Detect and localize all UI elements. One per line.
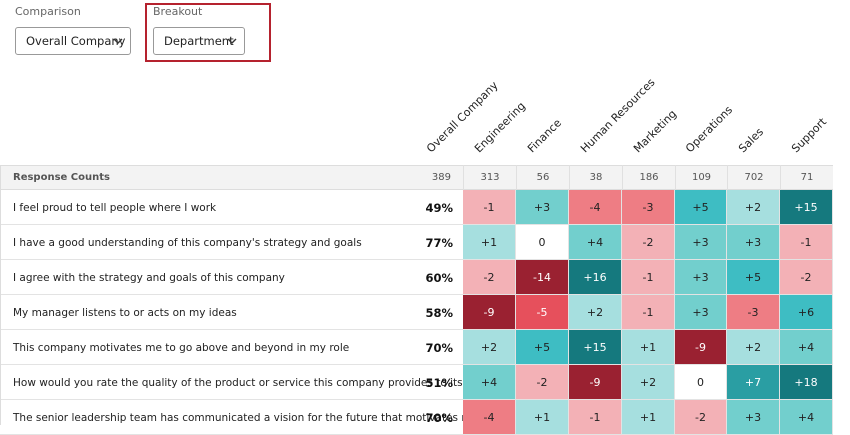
control-label: Breakout xyxy=(153,5,203,18)
heat-cell: -2 xyxy=(463,260,516,295)
dropdown[interactable]: Department xyxy=(153,27,245,55)
heat-cell: +2 xyxy=(569,295,622,330)
question: This company motivates me to go above an… xyxy=(13,341,350,354)
left-border xyxy=(0,165,1,425)
overall-score: 60% xyxy=(425,270,453,285)
heat-cell: +4 xyxy=(569,225,622,260)
heat-cell: 0 xyxy=(516,225,569,260)
page: Comparison Overall Company Breakout Departm… xyxy=(0,3,833,435)
dropdown-value: Overall Company xyxy=(26,34,126,48)
heat-cell: +3 xyxy=(675,295,727,330)
heat-cell: -1 xyxy=(569,400,622,435)
response-count: 313 xyxy=(463,165,516,190)
heat-cell: +18 xyxy=(780,365,833,400)
heat-cell: +4 xyxy=(780,400,833,435)
heat-cell: -4 xyxy=(463,400,516,435)
heat-cell: +1 xyxy=(622,330,675,365)
question: I agree with the strategy and goals of t… xyxy=(13,271,285,284)
heat-cell: -3 xyxy=(727,295,780,330)
control-label: Comparison xyxy=(15,5,81,18)
chevron xyxy=(113,38,123,44)
question: My manager listens to or acts on my idea… xyxy=(13,306,237,319)
dropdown[interactable]: Overall Company xyxy=(15,27,131,55)
column-header: Sales xyxy=(735,125,766,156)
heat-cell: +4 xyxy=(780,330,833,365)
question: I have a good understanding of this comp… xyxy=(13,236,362,249)
column-header: Marketing xyxy=(630,107,679,156)
heat-cell: -1 xyxy=(463,190,516,225)
question: I feel proud to tell people where I work xyxy=(13,201,217,214)
heat-cell: +1 xyxy=(622,400,675,435)
chevron xyxy=(227,38,237,44)
heat-cell: +15 xyxy=(569,330,622,365)
heat-cell: +3 xyxy=(675,225,727,260)
heat-cell: -1 xyxy=(622,260,675,295)
heat-cell: -4 xyxy=(569,190,622,225)
heat-cell: +5 xyxy=(675,190,727,225)
heat-cell: +3 xyxy=(727,400,780,435)
column-header: Support xyxy=(788,115,829,156)
overall-score: 70% xyxy=(425,410,453,425)
dropdown-value: Department xyxy=(164,34,234,48)
heat-cell: +2 xyxy=(463,330,516,365)
heat-cell: +3 xyxy=(727,225,780,260)
heat-cell: -2 xyxy=(780,260,833,295)
heat-cell: +5 xyxy=(727,260,780,295)
row-line xyxy=(0,224,465,225)
heat-cell: +5 xyxy=(516,330,569,365)
response-count: 389 xyxy=(431,172,451,183)
heat-cell: +2 xyxy=(727,190,780,225)
heat-cell: -2 xyxy=(516,365,569,400)
heat-cell: -9 xyxy=(463,295,516,330)
heat-cell: -5 xyxy=(516,295,569,330)
overall-score: 77% xyxy=(425,235,453,250)
row-line xyxy=(0,329,465,330)
heat-cell: +3 xyxy=(516,190,569,225)
heat-cell: -3 xyxy=(622,190,675,225)
column-header: Finance xyxy=(524,116,564,156)
heat-cell: -9 xyxy=(675,330,727,365)
row-line xyxy=(0,399,465,400)
heat-cell: -9 xyxy=(569,365,622,400)
question: The senior leadership team has communica… xyxy=(13,411,479,424)
heat-cell: +3 xyxy=(675,260,727,295)
overall-score: 58% xyxy=(425,305,453,320)
response-count: 186 xyxy=(622,165,675,190)
response-count: 702 xyxy=(727,165,780,190)
heat-cell: +2 xyxy=(727,330,780,365)
heat-cell: +15 xyxy=(780,190,833,225)
heat-cell: -14 xyxy=(516,260,569,295)
heat-cell: -1 xyxy=(622,295,675,330)
heat-cell: +4 xyxy=(463,365,516,400)
response-count: 71 xyxy=(780,165,833,190)
row-line xyxy=(0,364,465,365)
heat-cell: +7 xyxy=(727,365,780,400)
question: How would you rate the quality of the pr… xyxy=(13,376,527,389)
heat-cell: +2 xyxy=(622,365,675,400)
response-count: 38 xyxy=(569,165,622,190)
highlight-box xyxy=(145,3,271,62)
counts-row-bg xyxy=(0,165,833,190)
row-line xyxy=(0,259,465,260)
heat-cell: -2 xyxy=(675,400,727,435)
row-line xyxy=(0,294,465,295)
heat-cell: -1 xyxy=(780,225,833,260)
heat-cell: +6 xyxy=(780,295,833,330)
heat-cell: -2 xyxy=(622,225,675,260)
overall-score: 49% xyxy=(425,200,453,215)
heat-cell: +1 xyxy=(516,400,569,435)
heat-cell: 0 xyxy=(675,365,727,400)
response-count: 56 xyxy=(516,165,569,190)
column-header: Operations xyxy=(683,103,736,156)
counts-label: Response Counts xyxy=(13,172,110,183)
overall-score: 70% xyxy=(425,340,453,355)
overall-score: 51% xyxy=(425,375,453,390)
heat-cell: +1 xyxy=(463,225,516,260)
heat-cell: +16 xyxy=(569,260,622,295)
response-count: 109 xyxy=(675,165,727,190)
